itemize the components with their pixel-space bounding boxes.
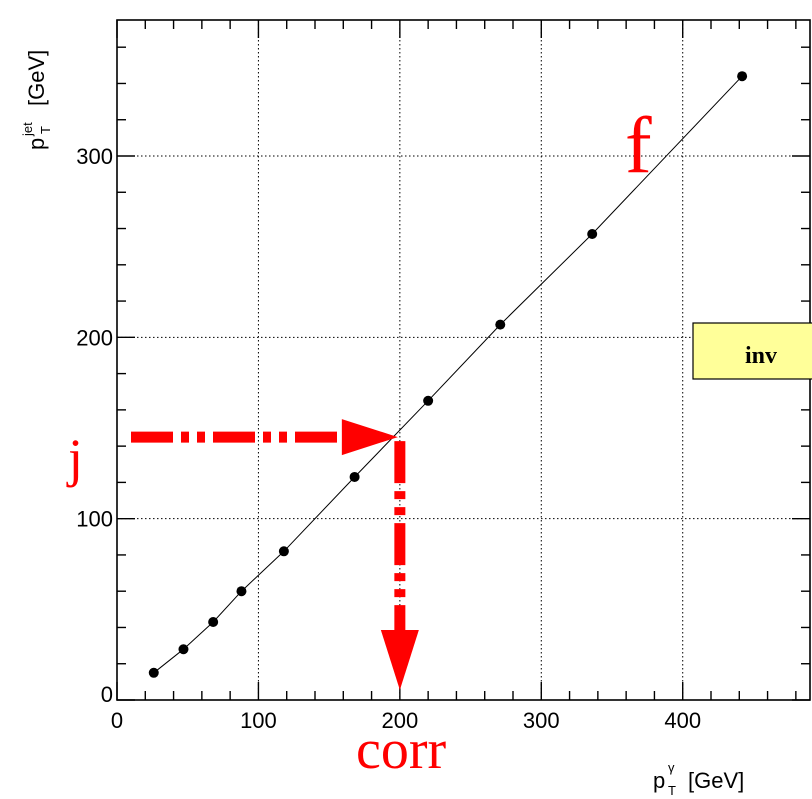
data-point: [208, 617, 219, 628]
j-label: j: [66, 428, 83, 488]
fit-curve: [153, 75, 743, 674]
y-tick-label: 100: [76, 507, 113, 532]
data-point: [178, 644, 189, 655]
y-axis-title-main: p: [24, 138, 49, 150]
data-point: [587, 228, 598, 239]
data-point: [278, 546, 289, 557]
y-tick-label: 0: [101, 682, 113, 707]
x-tick-label: 0: [111, 708, 123, 733]
x-axis-title-unit: [GeV]: [688, 768, 744, 793]
y-axis-title-sup: jet: [20, 122, 35, 137]
y-tick-label: 300: [76, 144, 113, 169]
y-axis-title-sub: T: [38, 126, 53, 134]
tick-labels: 0 100 200 300 400 0 100 200 300: [76, 144, 701, 733]
y-tick-label: 200: [76, 325, 113, 350]
correction-arrows: [131, 419, 419, 690]
corr-label: corr: [356, 719, 447, 781]
x-axis-title-sup: γ: [668, 760, 675, 775]
data-points: [148, 71, 748, 678]
x-tick-label: 200: [381, 708, 418, 733]
y-axis-title: p jet T [GeV]: [20, 50, 53, 150]
x-tick-label: 400: [664, 708, 701, 733]
data-point: [236, 586, 247, 597]
legend-text: inv: [745, 343, 777, 369]
data-point: [495, 319, 506, 330]
data-point: [423, 395, 434, 406]
vertical-arrow-head: [380, 630, 419, 690]
f-label: f: [625, 102, 652, 190]
x-tick-label: 100: [240, 708, 277, 733]
x-axis-title: p γ T [GeV]: [653, 760, 744, 798]
x-axis-title-main: p: [653, 768, 665, 793]
data-point: [148, 667, 159, 678]
x-axis-title-sub: T: [668, 783, 676, 798]
data-point: [737, 71, 748, 82]
data-point: [349, 471, 360, 482]
x-tick-label: 300: [523, 708, 560, 733]
axis-ticks: [116, 20, 810, 701]
legend-background: [692, 322, 812, 380]
legend-box: inv: [692, 322, 812, 380]
y-axis-title-unit: [GeV]: [24, 50, 49, 106]
horizontal-arrow-head: [341, 419, 398, 456]
